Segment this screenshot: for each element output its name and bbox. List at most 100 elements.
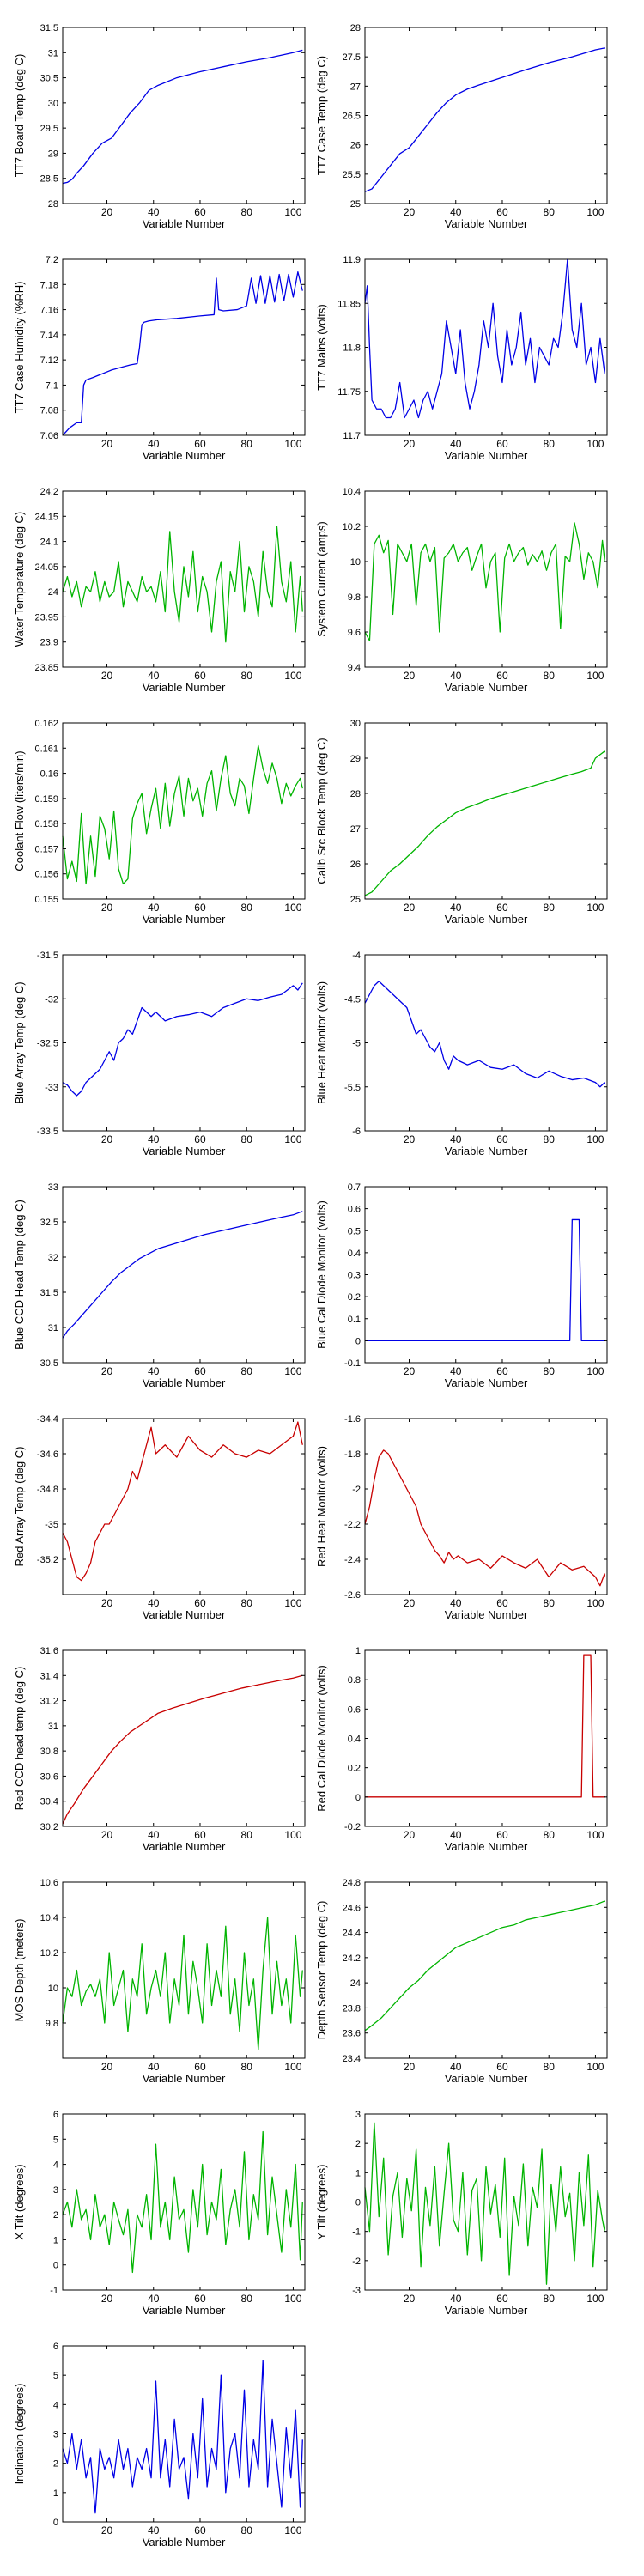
x-tick-label: 80 [241, 438, 253, 450]
y-tick-label: 24.2 [343, 1953, 361, 1964]
y-tick-label: -1 [50, 2286, 58, 2296]
y-tick-label: 7.12 [40, 355, 58, 366]
y-tick-label: 11.75 [337, 387, 361, 398]
x-tick-label: 40 [148, 902, 160, 914]
y-tick-label: 0.1 [348, 1315, 361, 1325]
y-tick-label: 0 [355, 1793, 361, 1803]
x-tick-label: 20 [404, 1365, 416, 1377]
y-tick-label: -0.2 [344, 1822, 361, 1832]
x-tick-label: 100 [586, 2061, 604, 2073]
plot-frame [62, 1649, 306, 1827]
y-tick-label: 0.4 [348, 1249, 361, 1259]
x-tick-label: 100 [284, 206, 301, 218]
x-tick-label: 80 [241, 670, 253, 682]
x-tick-label: 40 [450, 2293, 462, 2305]
y-tick-label: 1 [355, 1646, 361, 1656]
y-axis-label: MOS Depth (meters) [13, 1919, 26, 2022]
x-tick-label: 80 [241, 1597, 253, 1609]
y-tick-label: 33 [48, 1182, 58, 1193]
y-tick-label: 10.2 [343, 522, 361, 532]
y-tick-label: 10.2 [40, 1948, 58, 1959]
x-tick-label: 60 [194, 670, 206, 682]
x-axis-label: Variable Number [143, 1145, 226, 1157]
x-tick-label: 20 [101, 1133, 113, 1145]
x-axis-label: Variable Number [143, 1608, 226, 1621]
y-axis-label: Inclination (degrees) [13, 2384, 26, 2485]
y-tick-label: 9.8 [348, 592, 361, 603]
x-tick-label: 20 [101, 1597, 113, 1609]
x-axis-label: Variable Number [445, 1376, 528, 1389]
y-axis-label: TT7 Board Temp (deg C) [13, 54, 26, 178]
x-tick-label: 20 [404, 206, 416, 218]
x-axis-label: Variable Number [143, 2072, 226, 2085]
subplot-10: 20 40 60 80 100 -6 -5.5 -5 -4.5 -4 Variable Number… [315, 951, 608, 1157]
y-tick-label: 30.5 [40, 1358, 58, 1369]
series-line [62, 2130, 303, 2274]
y-tick-label: 7.2 [46, 255, 58, 265]
y-tick-label: 0.2 [348, 1764, 361, 1774]
y-axis-label: Coolant Flow (liters/min) [13, 750, 26, 871]
y-axis-label: Blue CCD Head Temp (deg C) [13, 1200, 26, 1350]
plot-frame [364, 490, 608, 668]
y-tick-label: 2 [53, 2210, 58, 2221]
x-axis-label: Variable Number [445, 217, 528, 230]
y-tick-label: 0 [53, 2261, 58, 2271]
y-axis-label: Red Heat Monitor (volts) [315, 1446, 328, 1567]
x-tick-label: 40 [148, 1829, 160, 1841]
y-tick-label: 10.4 [40, 1913, 58, 1923]
y-tick-label: 0.6 [348, 1704, 361, 1715]
subplot-9: 20 40 60 80 100 -33.5 -33 -32.5 -32 -31.5 Variable… [13, 951, 306, 1157]
y-tick-label: -5.5 [344, 1083, 361, 1093]
subplot-21: 20 40 60 80 100 0 1 2 3 4 5 6 Variable Number Inclina… [13, 2342, 306, 2549]
y-tick-label: 11.7 [343, 431, 361, 441]
x-tick-label: 20 [101, 2293, 113, 2305]
y-tick-label: 10 [48, 1984, 58, 1994]
y-tick-label: -34.6 [37, 1449, 58, 1460]
y-tick-label: 28 [48, 199, 58, 210]
y-axis-label: Water Temperature (deg C) [13, 512, 26, 647]
y-tick-label: 0.157 [34, 844, 58, 854]
y-tick-label: 31 [48, 1722, 58, 1732]
x-tick-label: 40 [148, 2061, 160, 2073]
y-axis-label: Depth Sensor Temp (deg C) [315, 1901, 328, 2040]
x-tick-label: 20 [404, 1829, 416, 1841]
x-axis-label: Variable Number [445, 681, 528, 694]
x-tick-label: 100 [586, 1365, 604, 1377]
y-tick-label: -1 [352, 2227, 361, 2238]
y-tick-label: -0.1 [344, 1358, 361, 1369]
y-tick-label: 29.5 [40, 124, 58, 134]
x-tick-label: 60 [496, 1365, 508, 1377]
subplot-17: 20 40 60 80 100 9.8 10 10.2 10.4 10.6 Variable Num… [13, 1878, 306, 2085]
y-tick-label: -2 [352, 2257, 361, 2267]
series-line [62, 982, 303, 1097]
x-tick-label: 40 [450, 1597, 462, 1609]
series-line [62, 526, 303, 643]
x-tick-label: 40 [450, 1829, 462, 1841]
x-tick-label: 60 [194, 2061, 206, 2073]
y-tick-label: 31.6 [40, 1646, 58, 1656]
y-tick-label: 31.5 [40, 1288, 58, 1298]
plot-frame [62, 954, 306, 1132]
x-tick-label: 60 [496, 2061, 508, 2073]
x-tick-label: 80 [241, 2061, 253, 2073]
x-tick-label: 80 [241, 902, 253, 914]
plot-frame [62, 1186, 306, 1364]
x-tick-label: 20 [404, 1597, 416, 1609]
y-tick-label: 23.6 [343, 2029, 361, 2039]
y-axis-label: System Current (amps) [315, 521, 328, 636]
x-tick-label: 40 [450, 1365, 462, 1377]
y-tick-label: 0.4 [348, 1735, 361, 1745]
series-line [62, 270, 303, 436]
y-tick-label: 24.8 [343, 1878, 361, 1888]
plot-frame [62, 2113, 306, 2291]
x-tick-label: 80 [544, 206, 556, 218]
y-tick-label: -4.5 [344, 994, 361, 1005]
plot-frame [364, 27, 608, 204]
plot-frame [364, 1649, 608, 1827]
x-tick-label: 100 [284, 2524, 301, 2537]
y-axis-label: TT7 Case Humidity (%RH) [13, 282, 26, 414]
x-tick-label: 60 [496, 206, 508, 218]
y-tick-label: 0.162 [34, 719, 58, 729]
x-tick-label: 60 [194, 2524, 206, 2537]
y-tick-label: 7.06 [40, 431, 58, 441]
